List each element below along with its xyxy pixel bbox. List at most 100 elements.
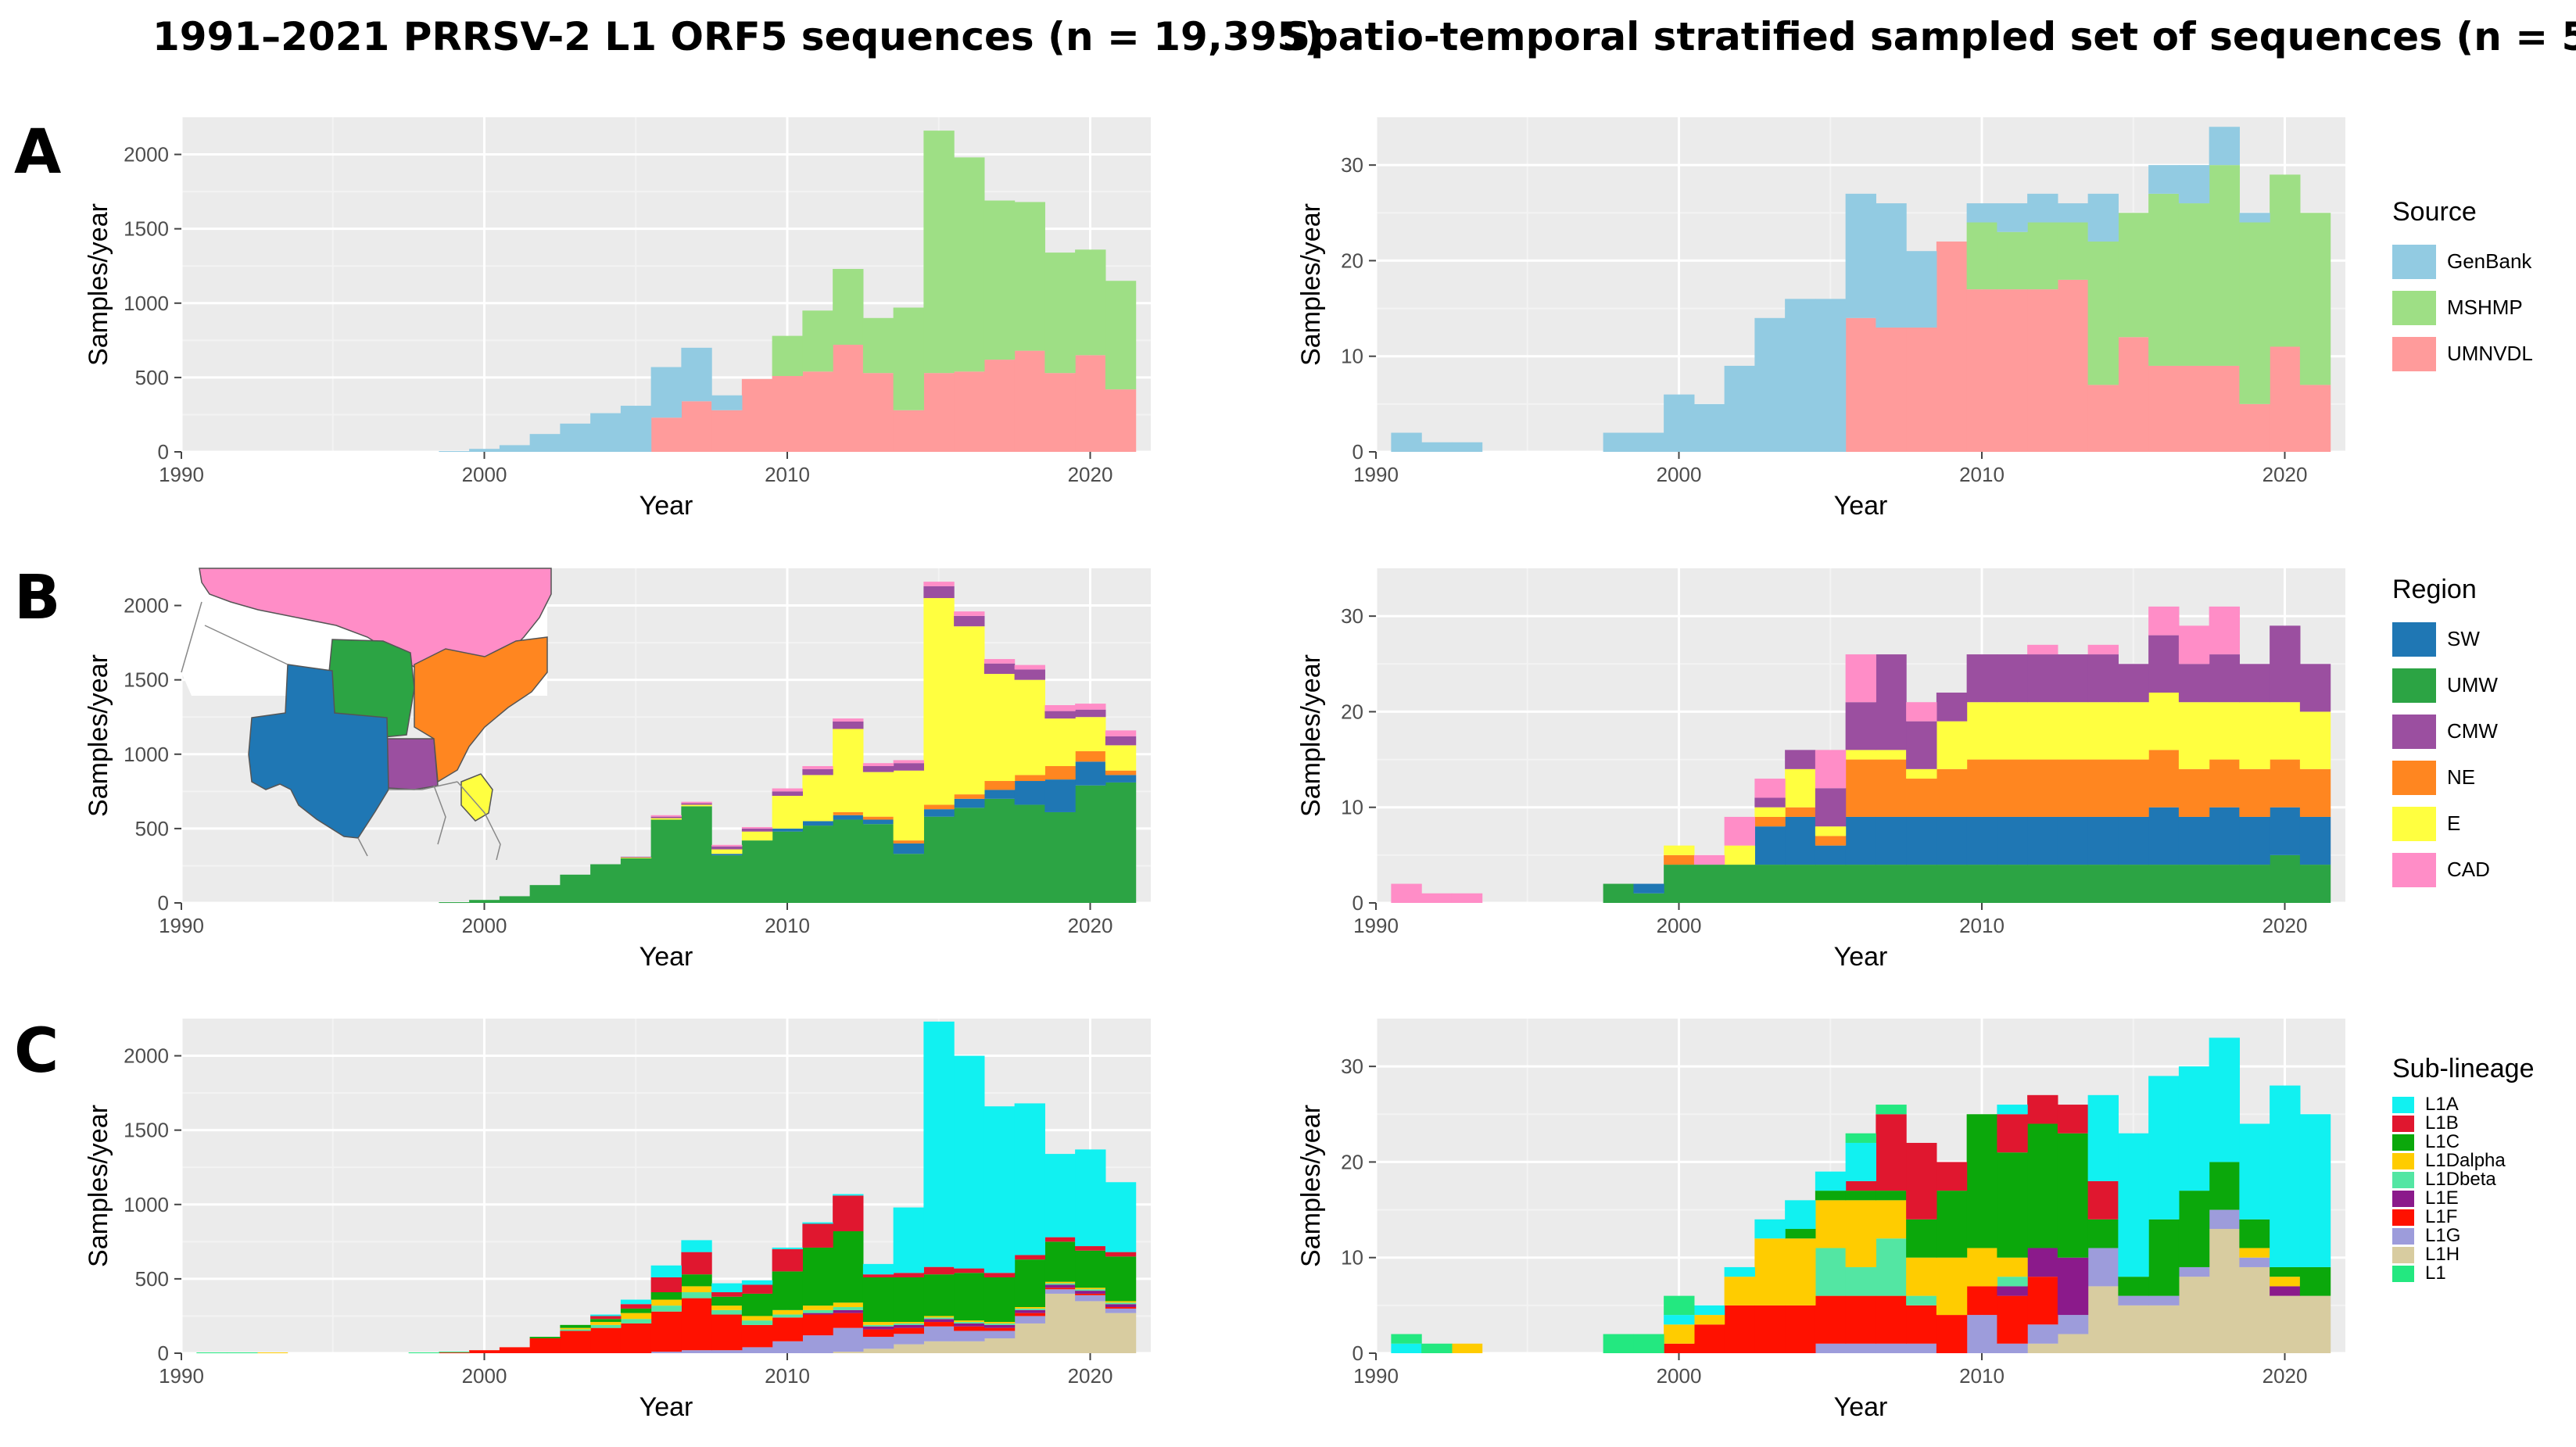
bar-segment	[1105, 1313, 1137, 1353]
bar-segment	[2239, 1266, 2270, 1353]
bar-segment	[2299, 1114, 2331, 1267]
bar-segment	[893, 770, 924, 841]
bar-segment	[1815, 788, 1847, 827]
x-tick-label: 1990	[159, 463, 204, 486]
bar-segment	[983, 798, 1016, 903]
bar-segment	[1815, 826, 1847, 836]
bar-segment	[923, 1317, 955, 1320]
bar-segment	[2178, 664, 2210, 703]
bar-segment	[772, 1341, 803, 1353]
x-tick-label: 2000	[462, 914, 507, 937]
bar-segment	[2148, 165, 2180, 194]
legend-swatch	[2392, 290, 2436, 325]
bar-segment	[1876, 1105, 1907, 1115]
legend-label: UMW	[2447, 673, 2498, 697]
x-tick-label: 2020	[2263, 1364, 2308, 1388]
bar-segment	[681, 1274, 712, 1287]
bar-segment	[499, 445, 531, 452]
bar-segment	[711, 1314, 743, 1351]
bar-segment	[954, 1268, 985, 1273]
x-tick-label: 2000	[1657, 914, 1702, 937]
bar-segment	[681, 401, 712, 452]
bar-segment	[2027, 222, 2058, 290]
bar-segment	[833, 718, 864, 722]
bar-segment	[1044, 253, 1076, 374]
bar-segment	[833, 721, 864, 729]
bar-segment	[2057, 1334, 2089, 1353]
bar-segment	[1724, 845, 1755, 865]
bar-segment	[893, 763, 924, 771]
bar-segment	[1014, 1103, 1045, 1255]
bar-segment	[893, 854, 924, 903]
bar-segment	[833, 1313, 864, 1328]
chart-panel: 1990 2000 2010 2020 0 10 20 30 Year Samples/year	[1296, 568, 2345, 972]
bar-segment	[1754, 317, 1786, 452]
bar-segment	[2118, 337, 2149, 452]
bar-segment	[2209, 1037, 2240, 1162]
bar-segment	[1966, 222, 1997, 290]
legend-title: Source	[2392, 197, 2477, 227]
bar-segment	[529, 1337, 561, 1338]
legend-swatch	[2392, 1152, 2414, 1169]
bar-segment	[1966, 702, 1997, 760]
bar-segment	[1075, 1291, 1106, 1294]
bar-segment	[1391, 883, 1422, 903]
bar-segment	[529, 434, 561, 452]
bar-segment	[1906, 721, 1937, 769]
bar-segment	[2299, 664, 2331, 712]
bar-segment	[1936, 865, 1968, 903]
bar-segment	[681, 1286, 712, 1293]
bar-segment	[1075, 249, 1106, 356]
bar-segment	[620, 406, 652, 452]
y-tick-label: 1000	[124, 292, 169, 315]
bar-segment	[983, 790, 1016, 799]
bar-segment	[2178, 702, 2210, 769]
map-region-ne	[414, 636, 548, 783]
bar-segment	[1075, 1301, 1106, 1353]
legend-swatch	[2392, 1246, 2414, 1263]
bar-segment	[650, 816, 682, 818]
bar-segment	[1815, 299, 1847, 452]
bar-segment	[772, 1314, 803, 1318]
bar-segment	[1906, 1305, 1937, 1344]
bar-segment	[711, 1296, 743, 1306]
bar-segment	[802, 1306, 833, 1310]
bar-segment	[2178, 1066, 2210, 1191]
bar-segment	[2027, 1277, 2058, 1325]
bar-segment	[1845, 1295, 1876, 1344]
bar-segment	[1075, 1288, 1106, 1290]
map-region-e	[460, 773, 493, 822]
bar-segment	[1906, 251, 1937, 328]
bar-segment	[772, 796, 803, 829]
legend-label: L1F	[2425, 1206, 2458, 1227]
bar-segment	[529, 1338, 561, 1353]
bar-segment	[2087, 1219, 2119, 1248]
legend-title: Sub-lineage	[2392, 1054, 2535, 1083]
bar-segment	[1785, 865, 1816, 903]
bar-segment	[1845, 1133, 1876, 1143]
bar-segment	[862, 1263, 894, 1275]
bar-segment	[802, 310, 833, 372]
bar-segment	[256, 1352, 288, 1354]
bar-segment	[650, 367, 682, 418]
bar-segment	[802, 1309, 833, 1313]
legend-label: L1H	[2425, 1244, 2460, 1265]
bar-segment	[2209, 365, 2240, 452]
y-tick-label: 2000	[124, 594, 169, 618]
x-tick-label: 2010	[765, 1364, 810, 1388]
bar-segment	[1815, 1343, 1847, 1353]
bar-segment	[1845, 193, 1876, 318]
bar-segment	[1754, 779, 1786, 798]
bar-segment	[2057, 816, 2089, 865]
bar-segment	[1754, 1219, 1786, 1239]
legend-swatch	[2392, 668, 2436, 703]
bar-segment	[1044, 1289, 1076, 1294]
y-tick-label: 20	[1341, 700, 1363, 723]
bar-segment	[1693, 403, 1725, 452]
bar-segment	[2148, 1295, 2180, 1306]
bar-segment	[1105, 736, 1137, 746]
legend-label: MSHMP	[2447, 295, 2523, 319]
bar-segment	[1845, 317, 1876, 452]
bar-segment	[772, 1247, 803, 1249]
bar-segment	[1664, 865, 1695, 903]
